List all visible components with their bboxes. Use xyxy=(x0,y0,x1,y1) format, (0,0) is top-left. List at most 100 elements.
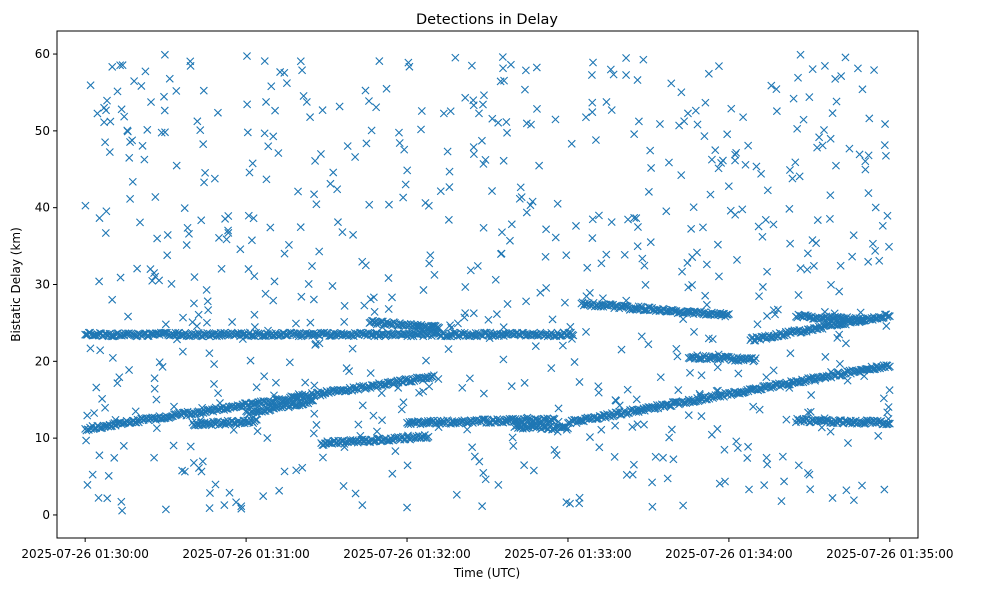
clutter-point xyxy=(864,257,873,266)
track-point xyxy=(885,312,894,321)
clutter-point xyxy=(158,362,167,371)
clutter-point xyxy=(151,272,160,281)
track-point xyxy=(561,423,570,432)
clutter-point xyxy=(858,85,867,94)
y-tick-label: 40 xyxy=(35,201,50,215)
clutter-point xyxy=(221,214,230,223)
track-point xyxy=(751,354,760,363)
clutter-point xyxy=(714,350,723,359)
clutter-point xyxy=(507,382,516,391)
clutter-point xyxy=(403,431,412,440)
track-point xyxy=(879,361,888,370)
track-point xyxy=(106,331,115,340)
clutter-point xyxy=(103,494,112,503)
clutter-point xyxy=(236,245,245,254)
clutter-point xyxy=(130,77,139,86)
clutter-point xyxy=(172,161,181,170)
clutter-point xyxy=(696,391,705,400)
clutter-point xyxy=(463,425,472,434)
clutter-point xyxy=(499,355,508,364)
clutter-point xyxy=(773,305,782,314)
clutter-point xyxy=(794,290,803,299)
clutter-point xyxy=(425,382,434,391)
clutter-point xyxy=(591,136,600,145)
clutter-point xyxy=(434,423,443,432)
clutter-point xyxy=(499,156,508,165)
clutter-point xyxy=(215,399,224,408)
track-point xyxy=(419,433,428,442)
track-point xyxy=(373,434,382,443)
clutter-point xyxy=(479,468,488,477)
clutter-point xyxy=(632,395,641,404)
clutter-point xyxy=(280,467,289,476)
clutter-point xyxy=(548,315,557,324)
clutter-point xyxy=(806,485,815,494)
track-point xyxy=(484,418,493,427)
clutter-point xyxy=(161,128,169,137)
track-point xyxy=(132,418,141,427)
clutter-point xyxy=(83,480,92,489)
clutter-point xyxy=(247,236,256,245)
clutter-point xyxy=(594,388,603,397)
clutter-point xyxy=(707,155,716,164)
clutter-point xyxy=(762,373,771,382)
clutter-point xyxy=(299,91,308,100)
clutter-point xyxy=(633,76,642,85)
track-point xyxy=(435,323,444,332)
clutter-point xyxy=(189,299,198,308)
clutter-point xyxy=(828,494,837,503)
clutter-point xyxy=(311,339,320,348)
clutter-point xyxy=(711,146,720,155)
clutter-point xyxy=(133,264,142,273)
clutter-point xyxy=(647,163,656,172)
clutter-point xyxy=(724,182,733,191)
clutter-point xyxy=(860,372,869,381)
clutter-point xyxy=(434,375,443,383)
track-point xyxy=(592,301,600,310)
clutter-point xyxy=(452,490,461,499)
clutter-point xyxy=(205,504,214,513)
clutter-point xyxy=(100,118,109,127)
clutter-point xyxy=(875,256,884,265)
clutter-point xyxy=(101,138,110,147)
track-point xyxy=(540,414,549,423)
clutter-point xyxy=(786,349,795,358)
clutter-point xyxy=(849,231,858,240)
clutter-point xyxy=(118,506,127,515)
clutter-point xyxy=(222,418,231,427)
clutter-point xyxy=(210,379,219,388)
clutter-point xyxy=(726,206,735,215)
clutter-point xyxy=(481,475,490,484)
clutter-point xyxy=(238,335,247,343)
clutter-point xyxy=(723,130,732,139)
clutter-point xyxy=(763,311,772,320)
clutter-point xyxy=(842,486,851,495)
clutter-point xyxy=(677,88,686,97)
track-point xyxy=(306,396,315,405)
clutter-point xyxy=(225,488,234,497)
track-point xyxy=(252,415,261,424)
clutter-point xyxy=(884,403,893,412)
clutter-point xyxy=(120,112,129,121)
clutter-point xyxy=(827,367,836,376)
track-point xyxy=(694,354,703,363)
track-point xyxy=(404,420,413,429)
clutter-point xyxy=(494,480,503,489)
clutter-point xyxy=(550,445,559,454)
clutter-point xyxy=(552,451,561,460)
clutter-point xyxy=(542,225,551,234)
clutter-point xyxy=(745,485,753,494)
track-point xyxy=(379,380,388,389)
clutter-point xyxy=(622,53,631,62)
clutter-point xyxy=(477,136,486,145)
clutter-point xyxy=(262,175,271,184)
clutter-point xyxy=(479,389,488,398)
clutter-point xyxy=(638,254,647,263)
clutter-point xyxy=(458,383,467,392)
clutter-point xyxy=(401,180,410,189)
clutter-point xyxy=(310,409,319,418)
clutter-point xyxy=(260,129,269,138)
track-point xyxy=(724,309,733,318)
clutter-point xyxy=(630,130,639,139)
clutter-point xyxy=(248,159,257,168)
